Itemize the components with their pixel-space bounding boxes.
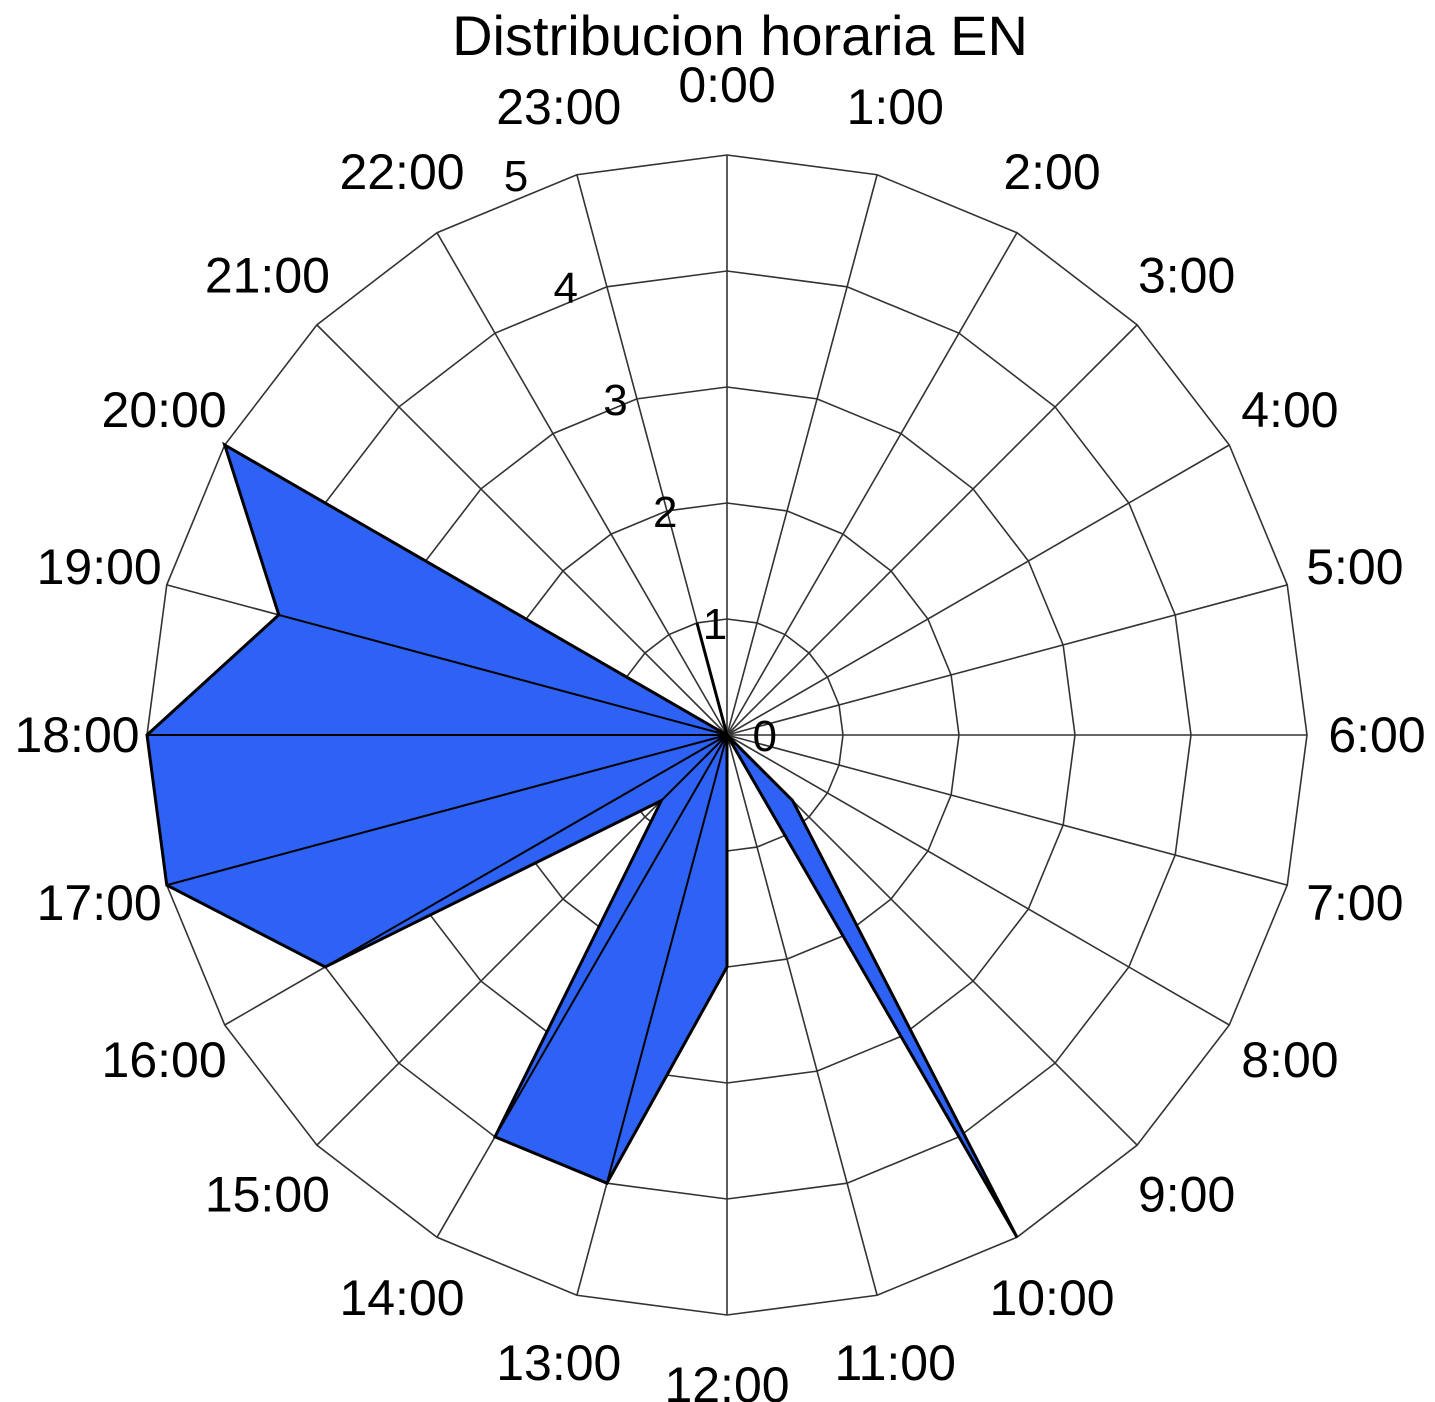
hour-label: 6:00 <box>1328 707 1425 763</box>
hour-label: 15:00 <box>205 1167 330 1223</box>
hour-label: 16:00 <box>102 1032 227 1088</box>
data-area <box>145 441 1019 1239</box>
data-point-23:00 <box>696 622 728 736</box>
data-point-17:00 <box>166 734 728 887</box>
hour-label: 0:00 <box>678 57 775 113</box>
hour-label: 4:00 <box>1241 382 1338 438</box>
hour-label: 14:00 <box>339 1270 464 1326</box>
data-point-16:00 <box>324 734 728 968</box>
hour-label: 11:00 <box>835 1335 956 1391</box>
hour-label: 17:00 <box>37 875 162 931</box>
hour-labels: 0:00 1:00 2:00 3:00 4:00 5:00 6:00 7:00 8:00 9:00… <box>14 57 1425 1402</box>
data-point-13:00 <box>605 734 728 1184</box>
data-point-15:00 <box>660 734 728 802</box>
data-point-14:00 <box>494 734 728 1138</box>
radial-tick-label: 3 <box>603 376 627 425</box>
hour-label: 20:00 <box>102 382 227 438</box>
hour-label: 12:00 <box>664 1357 789 1402</box>
hour-label: 2:00 <box>1003 144 1100 200</box>
data-point-10:00 <box>726 734 1018 1238</box>
grid-spoke <box>726 232 1018 736</box>
hour-label: 19:00 <box>37 539 162 595</box>
radial-tick-label: 2 <box>653 488 677 537</box>
radial-tick-label: 0 <box>753 712 777 761</box>
hour-label: 22:00 <box>339 144 464 200</box>
hour-label: 8:00 <box>1241 1032 1338 1088</box>
hour-label: 7:00 <box>1306 875 1403 931</box>
data-point-19:00 <box>278 613 728 736</box>
hour-label: 13:00 <box>496 1335 621 1391</box>
hour-label: 23:00 <box>496 79 621 135</box>
data-point-9:00 <box>726 734 794 802</box>
radial-tick-label: 5 <box>504 152 528 201</box>
hour-label: 1:00 <box>847 79 944 135</box>
grid-spoke <box>726 174 878 736</box>
hour-label: 18:00 <box>14 707 139 763</box>
grid-spoke <box>726 324 1138 736</box>
hour-label: 5:00 <box>1306 539 1403 595</box>
hour-label: 9:00 <box>1138 1167 1235 1223</box>
hour-label: 3:00 <box>1138 247 1235 303</box>
grid-spoke <box>726 734 878 1296</box>
grid-spoke <box>316 324 728 736</box>
grid-spoke <box>726 584 1288 736</box>
grid-spoke <box>436 232 728 736</box>
grid-spoke <box>726 734 1230 1026</box>
grid-spoke <box>726 444 1230 736</box>
data-layer <box>145 441 1019 1239</box>
radial-tick-labels: 0 1 2 3 4 5 <box>504 152 777 761</box>
radial-tick-label: 4 <box>554 264 578 313</box>
grid-spoke <box>726 734 1288 886</box>
chart-title: Distribucion horaria EN <box>452 4 1028 67</box>
radial-tick-label: 1 <box>703 600 727 649</box>
hour-label: 10:00 <box>989 1270 1114 1326</box>
hour-label: 21:00 <box>205 247 330 303</box>
data-point-20:00 <box>224 444 728 736</box>
